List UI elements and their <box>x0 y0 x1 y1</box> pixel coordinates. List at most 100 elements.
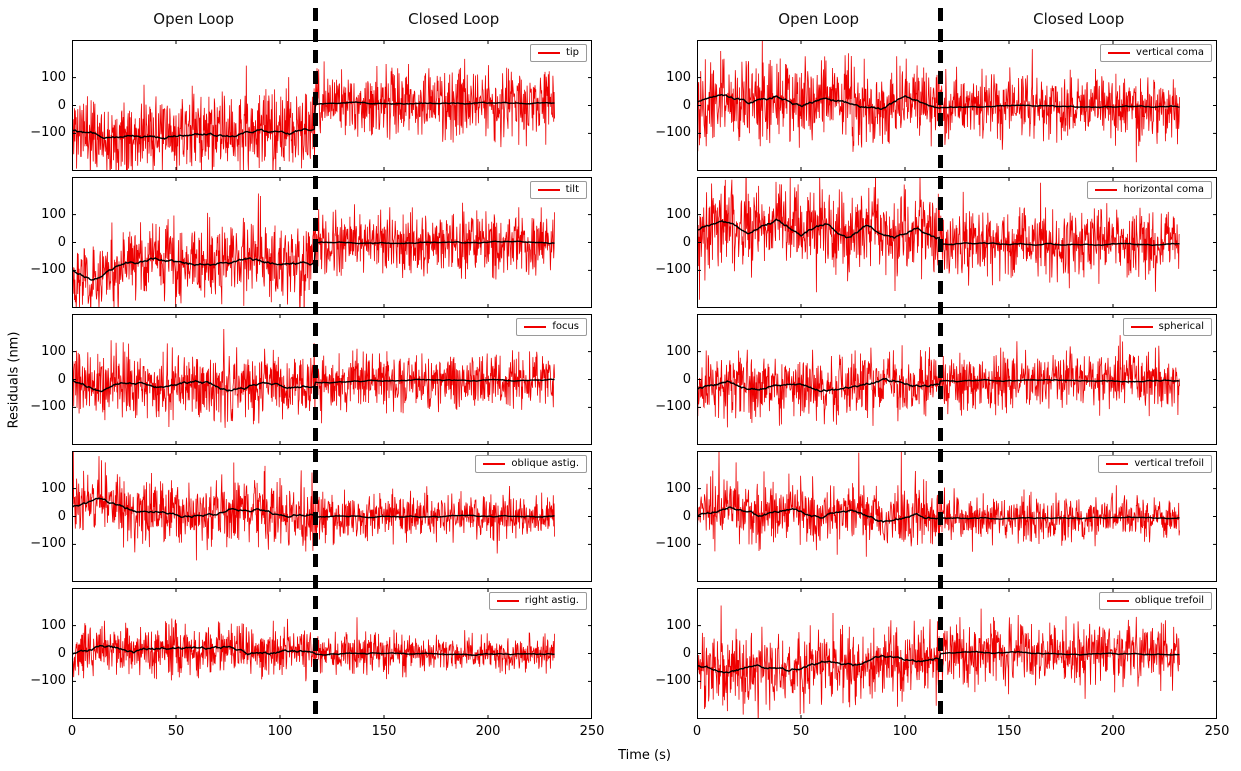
y-tick-label: 100 <box>41 206 66 222</box>
legend-label: spherical <box>1158 321 1204 332</box>
legend-label: vertical trefoil <box>1134 458 1204 469</box>
y-tick-label: −100 <box>655 399 691 415</box>
axes-frame <box>72 314 592 445</box>
legend-line-icon <box>1108 52 1131 54</box>
legend: tilt <box>529 181 587 199</box>
legend: spherical <box>1122 318 1212 336</box>
legend-line-icon <box>524 326 547 328</box>
legend: tip <box>529 44 587 62</box>
y-tick-label: −100 <box>655 262 691 278</box>
x-tick-label: 100 <box>892 724 918 739</box>
subplot-horizontal-coma: horizontal coma <box>697 177 1217 308</box>
y-tick-label: 100 <box>666 480 691 496</box>
legend: focus <box>516 318 587 336</box>
legend-line-icon <box>537 52 560 54</box>
subplot-tilt: tilt <box>72 177 592 308</box>
legend: oblique trefoil <box>1098 592 1212 610</box>
closed-loop-label-right: Closed Loop <box>1033 10 1125 28</box>
y-tick-label: 100 <box>666 343 691 359</box>
y-tick-label: −100 <box>30 673 66 689</box>
y-tick-label: −100 <box>30 125 66 141</box>
legend-label: horizontal coma <box>1123 184 1204 195</box>
legend-line-icon <box>496 600 519 602</box>
legend-line-icon <box>1095 189 1118 191</box>
y-tick-label: 0 <box>57 508 66 524</box>
y-tick-label: −100 <box>655 536 691 552</box>
axes-frame <box>72 40 592 171</box>
y-tick-label: −100 <box>655 125 691 141</box>
loop-transition-line <box>312 8 318 719</box>
axes-frame <box>72 177 592 308</box>
x-tick-label: 50 <box>167 724 185 739</box>
subplot-canvas <box>72 177 592 308</box>
x-tick-label: 150 <box>371 724 397 739</box>
legend: vertical coma <box>1100 44 1212 62</box>
legend-label: tip <box>565 47 579 58</box>
y-tick-label: 0 <box>57 645 66 661</box>
legend-label: oblique trefoil <box>1134 595 1204 606</box>
axes-frame <box>697 40 1217 171</box>
x-tick-label: 250 <box>579 724 605 739</box>
legend-label: focus <box>552 321 579 332</box>
y-tick-label: 100 <box>666 69 691 85</box>
x-tick-label: 100 <box>267 724 293 739</box>
y-tick-label: 100 <box>666 206 691 222</box>
y-tick-label: 0 <box>682 371 691 387</box>
x-tick-label: 50 <box>792 724 810 739</box>
legend: horizontal coma <box>1087 181 1212 199</box>
axes-frame <box>697 588 1217 719</box>
legend: oblique astig. <box>475 455 587 473</box>
legend-line-icon <box>483 463 506 465</box>
y-axis-label: Residuals (nm) <box>6 331 22 428</box>
y-tick-label: 100 <box>41 480 66 496</box>
x-tick-label: 0 <box>692 724 702 739</box>
y-tick-label: −100 <box>30 399 66 415</box>
open-loop-label-left: Open Loop <box>153 10 235 28</box>
x-axis-label: Time (s) <box>618 748 671 763</box>
legend: vertical trefoil <box>1098 455 1212 473</box>
y-tick-label: 100 <box>41 343 66 359</box>
closed-loop-label-left: Closed Loop <box>408 10 500 28</box>
axes-frame <box>697 177 1217 308</box>
legend-line-icon <box>1130 326 1153 328</box>
y-tick-label: 0 <box>57 371 66 387</box>
legend-line-icon <box>537 189 560 191</box>
legend-label: right astig. <box>524 595 579 606</box>
y-tick-label: 0 <box>57 97 66 113</box>
subplot-spherical: spherical <box>697 314 1217 445</box>
legend-line-icon <box>1106 463 1129 465</box>
y-tick-label: 0 <box>682 97 691 113</box>
subplot-canvas <box>72 314 592 445</box>
x-tick-label: 0 <box>67 724 77 739</box>
y-tick-label: −100 <box>30 262 66 278</box>
subplot-vertical-coma: vertical coma <box>697 40 1217 171</box>
y-tick-label: −100 <box>655 673 691 689</box>
legend-line-icon <box>1106 600 1129 602</box>
subplot-tip: tip <box>72 40 592 171</box>
subplot-oblique-astig: oblique astig. <box>72 451 592 582</box>
x-tick-label: 250 <box>1204 724 1230 739</box>
subplot-oblique-trefoil: oblique trefoil <box>697 588 1217 719</box>
y-tick-label: 0 <box>682 645 691 661</box>
axes-frame <box>697 314 1217 445</box>
axes-frame <box>72 451 592 582</box>
axes-frame <box>72 588 592 719</box>
legend-label: tilt <box>565 184 579 195</box>
axes-frame <box>697 451 1217 582</box>
y-tick-label: 100 <box>41 69 66 85</box>
y-tick-label: 0 <box>57 234 66 250</box>
legend: right astig. <box>488 592 587 610</box>
loop-transition-line <box>937 8 943 719</box>
y-tick-label: 0 <box>682 234 691 250</box>
legend-label: oblique astig. <box>511 458 579 469</box>
subplot-vertical-trefoil: vertical trefoil <box>697 451 1217 582</box>
subplot-right-astig: right astig. <box>72 588 592 719</box>
x-tick-label: 200 <box>475 724 501 739</box>
subplot-canvas <box>72 40 592 171</box>
open-loop-label-right: Open Loop <box>778 10 860 28</box>
legend-label: vertical coma <box>1136 47 1204 58</box>
y-tick-label: 100 <box>41 617 66 633</box>
y-tick-label: 0 <box>682 508 691 524</box>
y-tick-label: −100 <box>30 536 66 552</box>
